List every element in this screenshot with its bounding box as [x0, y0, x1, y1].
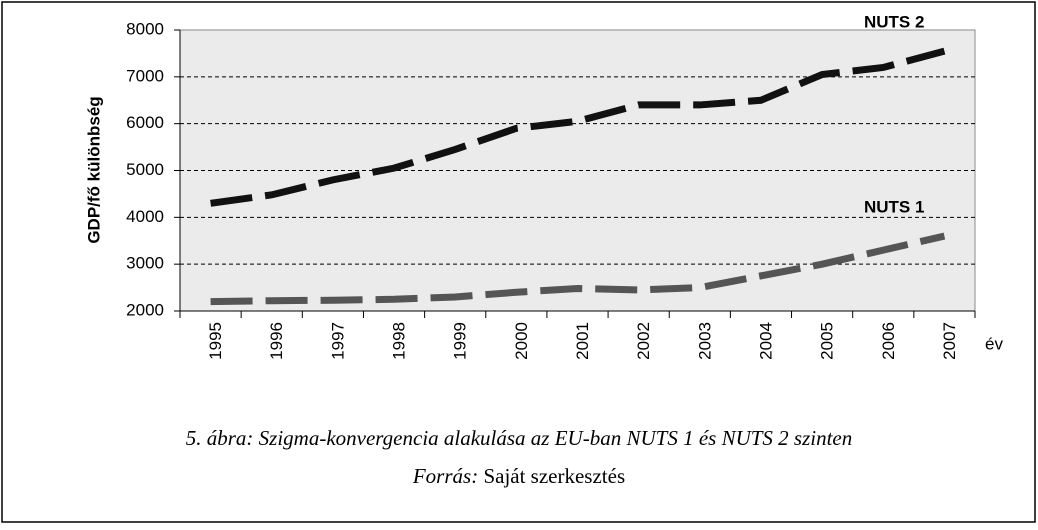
- x-axis-label: év: [985, 334, 1003, 353]
- plot-area: [179, 29, 976, 312]
- x-tick-label: 1997: [328, 322, 347, 360]
- series-label: NUTS 2: [864, 13, 924, 32]
- x-tick-label: 1999: [451, 322, 470, 360]
- x-tick-label: 2006: [879, 322, 898, 360]
- x-tick-label: 2003: [695, 322, 714, 360]
- x-tick-label: 2001: [573, 322, 592, 360]
- x-tick-label: 2007: [940, 322, 959, 360]
- series-line: [210, 47, 946, 207]
- x-tick-label: 1995: [206, 322, 225, 360]
- series-line: [210, 232, 946, 306]
- caption: 5. ábra: Szigma-konvergencia alakulása a…: [186, 426, 853, 450]
- x-tick-label: 2004: [756, 322, 775, 360]
- y-tick-label: 5000: [126, 160, 164, 179]
- source-text: Saját szerkesztés: [483, 464, 625, 488]
- x-tick-label: 2005: [818, 322, 837, 360]
- y-tick-label: 2000: [126, 300, 164, 319]
- y-tick-label: 7000: [126, 66, 164, 85]
- y-tick-label: 3000: [126, 254, 164, 273]
- x-tick-label: 2000: [512, 322, 531, 360]
- y-tick-label: 6000: [126, 113, 164, 132]
- source-label: Forrás:: [412, 464, 478, 488]
- source: Forrás: Saját szerkesztés: [412, 464, 625, 488]
- x-tick-label: 1998: [390, 322, 409, 360]
- series-label: NUTS 1: [864, 198, 924, 217]
- y-tick-label: 4000: [126, 207, 164, 226]
- x-tick-label: 2002: [634, 322, 653, 360]
- x-tick-label: 1996: [267, 322, 286, 360]
- y-tick-label: 8000: [126, 19, 164, 38]
- y-axis-label: GDP/fő különbség: [84, 96, 103, 243]
